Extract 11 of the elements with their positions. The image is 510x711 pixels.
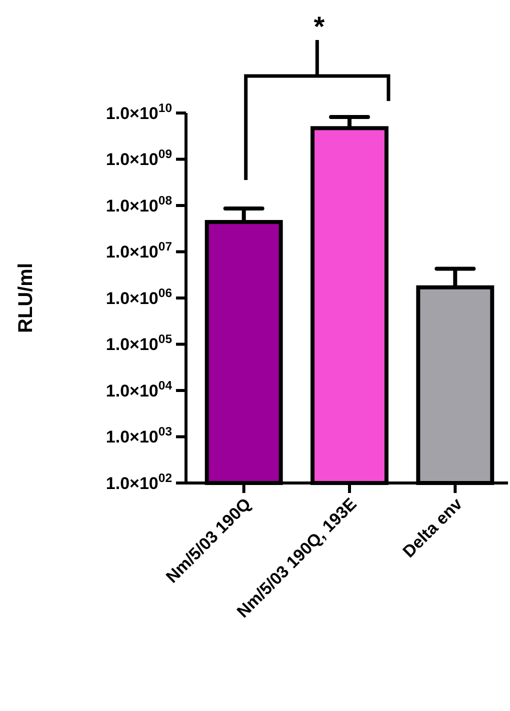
y-tick-label: 1.0×10$^{03}$ <box>106 424 172 447</box>
y-tick-label: 1.0×10$^{02}$ <box>106 470 172 493</box>
text: * <box>314 11 325 42</box>
y-tick-label: 1.0×10$^{04}$ <box>106 378 172 400</box>
y-axis-title: RLU/ml <box>15 263 37 333</box>
y-tick-label: 1.0×10$^{06}$ <box>106 286 172 308</box>
y-tick-label: 1.0×10$^{07}$ <box>106 240 172 262</box>
y-tick-label: 1.0×10$^{08}$ <box>106 193 172 216</box>
y-tick-label: 1.0×10$^{10}$ <box>106 100 172 123</box>
y-tick-label: 1.0×10$^{09}$ <box>106 147 172 170</box>
y-tick-label: 1.0×10$^{05}$ <box>106 332 172 354</box>
